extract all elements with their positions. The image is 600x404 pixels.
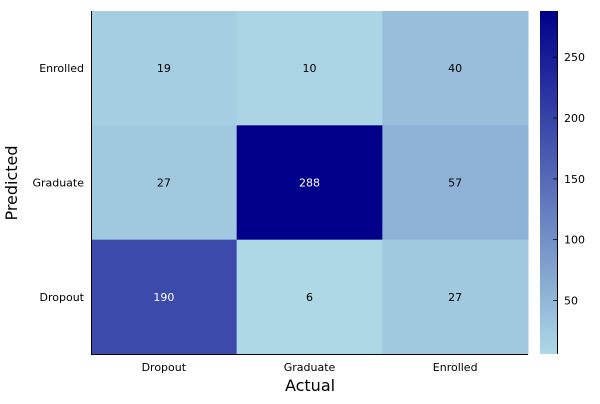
colorbar-gradient [540, 11, 557, 354]
heatmap-cell-value: 6 [306, 291, 313, 304]
heatmap-cell-labels: 19 10 40 27 288 57 190 6 27 [153, 62, 462, 304]
x-tick-labels: Dropout Graduate Enrolled [142, 361, 478, 374]
plot-axes [91, 11, 528, 355]
heatmap-cell-value: 57 [448, 177, 462, 190]
y-tick-label: Graduate [32, 177, 84, 190]
colorbar-tick-labels: 50 100 150 200 250 [553, 51, 585, 307]
heatmap-cell-value: 19 [157, 62, 171, 75]
heatmap-cell [382, 125, 529, 241]
colorbar-tick-label: 250 [564, 51, 585, 64]
x-axis-title: Actual [285, 376, 335, 395]
heatmap-cell [236, 11, 383, 126]
heatmap-cell [236, 125, 383, 241]
y-tick-label: Dropout [40, 291, 85, 304]
y-tick-label: Enrolled [39, 62, 84, 75]
heatmap-cell [382, 239, 529, 355]
x-tick-label: Enrolled [433, 361, 478, 374]
colorbar-tick-label: 100 [564, 234, 585, 247]
heatmap-cell [91, 125, 238, 241]
heatmap-cell [91, 239, 238, 355]
heatmap-cell-value: 40 [448, 62, 462, 75]
heatmap-cell-value: 190 [153, 291, 174, 304]
heatmap-cell-value: 27 [157, 177, 171, 190]
colorbar-tick-label: 150 [564, 173, 585, 186]
x-tick-label: Graduate [284, 361, 336, 374]
colorbar-tick-label: 50 [564, 294, 578, 307]
x-tick-label: Dropout [142, 361, 187, 374]
y-tick-labels: Enrolled Graduate Dropout [32, 62, 84, 304]
heatmap-cell [91, 11, 238, 126]
y-axis-title: Predicted [2, 145, 21, 220]
heatmap-cells [91, 11, 529, 355]
colorbar-tick-label: 200 [564, 112, 585, 125]
heatmap-cell [236, 239, 383, 355]
heatmap-cell-value: 288 [299, 177, 320, 190]
heatmap-cell-value: 10 [303, 62, 317, 75]
heatmap-cell [382, 11, 529, 126]
heatmap-cell-value: 27 [448, 291, 462, 304]
colorbar [540, 11, 558, 354]
